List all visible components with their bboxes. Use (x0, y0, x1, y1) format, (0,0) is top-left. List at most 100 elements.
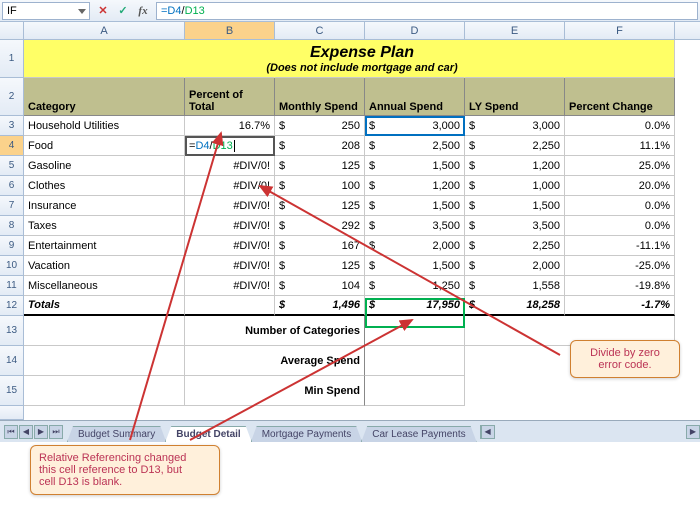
col-header-a[interactable]: A (24, 22, 185, 39)
cell-annual[interactable]: $1,500 (365, 196, 465, 216)
hscroll-left-icon[interactable]: ◀ (481, 425, 495, 439)
cell-change[interactable]: 25.0% (565, 156, 675, 176)
avg-label[interactable]: Average Spend (185, 346, 365, 376)
cell-category[interactable]: Gasoline (24, 156, 185, 176)
cell-ly[interactable]: $1,200 (465, 156, 565, 176)
cell-pct[interactable]: #DIV/0! (185, 156, 275, 176)
cell-pct[interactable]: #DIV/0! (185, 276, 275, 296)
cell-pct[interactable]: #DIV/0! (185, 176, 275, 196)
row-header[interactable]: 12 (0, 296, 24, 316)
cell-change[interactable]: 20.0% (565, 176, 675, 196)
cell-change[interactable]: 0.0% (565, 116, 675, 136)
hdr-annual[interactable]: Annual Spend (365, 78, 465, 116)
tab-first-icon[interactable]: ⏮ (4, 425, 18, 439)
cell-annual[interactable]: $3,000 (365, 116, 465, 136)
formula-input[interactable]: =D4/D13 (156, 2, 698, 20)
cell-editing[interactable]: =D4/D13 (185, 136, 275, 156)
cell-monthly[interactable]: $250 (275, 116, 365, 136)
cell-category[interactable]: Food (24, 136, 185, 156)
cell-category[interactable]: Vacation (24, 256, 185, 276)
min-label[interactable]: Min Spend (185, 376, 365, 406)
row-header-2[interactable]: 2 (0, 78, 24, 116)
cell-category[interactable]: Insurance (24, 196, 185, 216)
cell-category[interactable]: Household Utilities (24, 116, 185, 136)
cell-ly[interactable]: $1,558 (465, 276, 565, 296)
cell-change[interactable]: -11.1% (565, 236, 675, 256)
tab-last-icon[interactable]: ⏭ (49, 425, 63, 439)
cell-change[interactable]: 0.0% (565, 216, 675, 236)
row-header[interactable]: 8 (0, 216, 24, 236)
cell-ly[interactable]: $18,258 (465, 296, 565, 316)
col-header-b[interactable]: B (185, 22, 275, 39)
row-header[interactable]: 5 (0, 156, 24, 176)
tab-prev-icon[interactable]: ◀ (19, 425, 33, 439)
cell-annual[interactable]: $2,500 (365, 136, 465, 156)
cell-ly[interactable]: $1,500 (465, 196, 565, 216)
cell-change[interactable]: -25.0% (565, 256, 675, 276)
cell-change[interactable]: 0.0% (565, 196, 675, 216)
row-header-14[interactable]: 14 (0, 346, 24, 376)
cell-change[interactable]: 11.1% (565, 136, 675, 156)
cell-ly[interactable]: $1,000 (465, 176, 565, 196)
cell-monthly[interactable]: $1,496 (275, 296, 365, 316)
cell-annual[interactable]: $1,250 (365, 276, 465, 296)
tab-next-icon[interactable]: ▶ (34, 425, 48, 439)
cell-category[interactable]: Clothes (24, 176, 185, 196)
hdr-pct[interactable]: Percent of Total (185, 78, 275, 116)
cell-annual[interactable]: $3,500 (365, 216, 465, 236)
cell-category[interactable]: Miscellaneous (24, 276, 185, 296)
hdr-monthly[interactable]: Monthly Spend (275, 78, 365, 116)
cell-monthly[interactable]: $104 (275, 276, 365, 296)
cell-ly[interactable]: $3,500 (465, 216, 565, 236)
cell-annual[interactable]: $1,200 (365, 176, 465, 196)
cell-monthly[interactable]: $125 (275, 156, 365, 176)
cell-monthly[interactable]: $292 (275, 216, 365, 236)
cell-annual[interactable]: $17,950 (365, 296, 465, 316)
hscroll-right-icon[interactable]: ▶ (686, 425, 700, 439)
cell-category[interactable]: Taxes (24, 216, 185, 236)
cancel-icon[interactable]: ✕ (96, 4, 110, 18)
hdr-category[interactable]: Category (24, 78, 185, 116)
cell-annual[interactable]: $1,500 (365, 156, 465, 176)
row-header[interactable]: 3 (0, 116, 24, 136)
cell-annual[interactable]: $1,500 (365, 256, 465, 276)
hscroll[interactable]: ◀ ▶ (480, 425, 700, 439)
cell-change[interactable]: -1.7% (565, 296, 675, 316)
fx-icon[interactable]: fx (136, 4, 150, 18)
cell-monthly[interactable]: $167 (275, 236, 365, 256)
hdr-change[interactable]: Percent Change (565, 78, 675, 116)
cell-category[interactable]: Entertainment (24, 236, 185, 256)
select-all-corner[interactable] (0, 22, 24, 39)
col-header-e[interactable]: E (465, 22, 565, 39)
cell-change[interactable]: -19.8% (565, 276, 675, 296)
cell-ly[interactable]: $2,000 (465, 256, 565, 276)
row-header-13[interactable]: 13 (0, 316, 24, 346)
row-header[interactable]: 6 (0, 176, 24, 196)
col-header-d[interactable]: D (365, 22, 465, 39)
cell-monthly[interactable]: $100 (275, 176, 365, 196)
col-header-f[interactable]: F (565, 22, 675, 39)
tab-budget-detail[interactable]: Budget Detail (165, 426, 251, 442)
tab-mortgage[interactable]: Mortgage Payments (251, 426, 363, 442)
cell-monthly[interactable]: $208 (275, 136, 365, 156)
tab-car-lease[interactable]: Car Lease Payments (361, 426, 476, 442)
cell-pct[interactable]: 16.7% (185, 116, 275, 136)
cell-pct[interactable]: #DIV/0! (185, 216, 275, 236)
cell-pct[interactable]: #DIV/0! (185, 236, 275, 256)
col-header-c[interactable]: C (275, 22, 365, 39)
cell-ly[interactable]: $2,250 (465, 236, 565, 256)
row-header-15[interactable]: 15 (0, 376, 24, 406)
cell-annual[interactable]: $2,000 (365, 236, 465, 256)
numcat-label[interactable]: Number of Categories (185, 316, 365, 346)
row-header[interactable]: 4 (0, 136, 24, 156)
row-header[interactable]: 10 (0, 256, 24, 276)
cell-pct[interactable]: #DIV/0! (185, 196, 275, 216)
accept-icon[interactable]: ✓ (116, 4, 130, 18)
cell-ly[interactable]: $2,250 (465, 136, 565, 156)
cell-monthly[interactable]: $125 (275, 196, 365, 216)
hdr-ly[interactable]: LY Spend (465, 78, 565, 116)
cell-monthly[interactable]: $125 (275, 256, 365, 276)
row-header[interactable]: 11 (0, 276, 24, 296)
row-header-1[interactable]: 1 (0, 40, 24, 78)
tab-budget-summary[interactable]: Budget Summary (67, 426, 166, 442)
